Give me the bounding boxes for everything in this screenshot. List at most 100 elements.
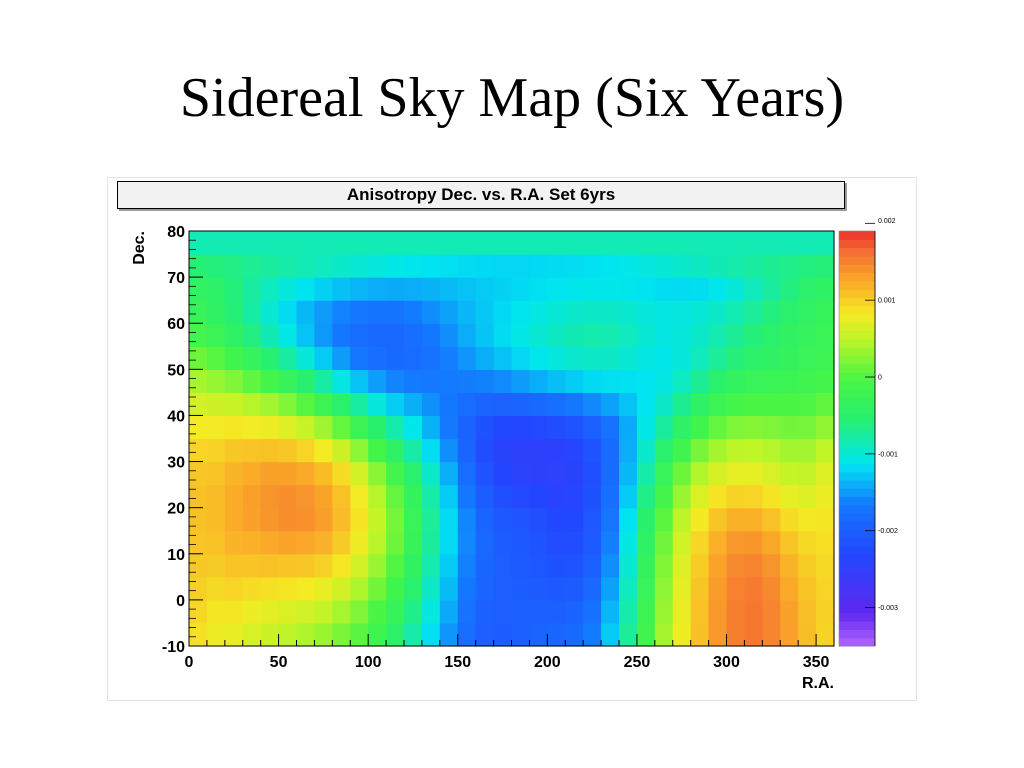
heatmap-cell: [386, 369, 405, 393]
heatmap-cell: [708, 553, 728, 578]
heatmap-cell: [690, 507, 710, 532]
heatmap-cell: [278, 415, 298, 440]
heatmap-cell: [368, 277, 387, 301]
x-tick-label: 250: [624, 654, 651, 671]
heatmap-cell: [404, 254, 423, 278]
heatmap-cell: [368, 231, 387, 255]
heatmap-cell: [816, 438, 835, 463]
palette-band: [839, 480, 875, 489]
heatmap-cell: [296, 484, 316, 509]
heatmap-cell: [708, 392, 728, 417]
heatmap-cell: [278, 576, 298, 601]
heatmap-cell: [386, 346, 405, 370]
heatmap-cell: [547, 254, 566, 278]
y-tick-label: 30: [167, 455, 185, 472]
heatmap-cell: [547, 231, 566, 255]
heatmap-cell: [224, 530, 244, 555]
heatmap-cell: [278, 530, 298, 555]
heatmap-cell: [654, 300, 674, 324]
y-axis: -10 0 10 20 30 40 50 60 70 80: [162, 224, 203, 656]
heatmap-cell: [565, 277, 584, 301]
palette-band: [839, 604, 875, 614]
heatmap-cell: [708, 277, 728, 301]
heatmap-cell: [726, 323, 746, 347]
heatmap-cell: [547, 438, 566, 463]
heatmap-cell: [601, 277, 620, 301]
palette-band: [839, 297, 875, 307]
heatmap-cell: [798, 346, 817, 370]
heatmap-cell: [780, 231, 799, 255]
heatmap-cell: [242, 277, 262, 301]
heatmap-cell: [619, 369, 638, 393]
heatmap-cell: [350, 254, 369, 278]
heatmap-cell: [224, 254, 244, 278]
heatmap-cell: [332, 392, 351, 417]
heatmap-cell: [690, 346, 710, 370]
heatmap-cell: [206, 622, 226, 647]
palette-band: [839, 380, 875, 390]
heatmap-cell: [547, 622, 566, 647]
heatmap-cell: [547, 415, 566, 440]
heatmap-cell: [332, 438, 351, 463]
heatmap-cell: [672, 231, 692, 255]
palette-band: [839, 247, 875, 257]
heatmap-cell: [636, 415, 656, 440]
heatmap-cell: [296, 599, 316, 624]
heatmap-cell: [475, 254, 495, 278]
heatmap-cell: [260, 346, 280, 370]
heatmap-cell: [780, 369, 799, 393]
heatmap-cell: [654, 507, 674, 532]
heatmap-cell: [332, 622, 351, 647]
heatmap-cell: [332, 484, 351, 509]
heatmap-cell: [816, 461, 835, 486]
heatmap-cell: [636, 369, 656, 393]
palette-axis: 0.002 0.001 0 -0.001 -0.002 -0.003: [865, 218, 898, 646]
heatmap-cell: [493, 415, 513, 440]
heatmap-cell: [278, 553, 298, 578]
palette-band: [839, 463, 875, 473]
palette-band: [839, 529, 875, 539]
y-tick-label: 10: [167, 547, 185, 564]
heatmap-cell: [636, 323, 656, 347]
heatmap-cell: [708, 323, 728, 347]
heatmap-cell: [332, 300, 351, 324]
heatmap-cell: [726, 530, 746, 555]
heatmap-cell: [744, 323, 763, 347]
heatmap-cell: [206, 484, 226, 509]
heatmap-cell: [780, 323, 799, 347]
heatmap-cell: [619, 277, 638, 301]
heatmap-cell: [708, 369, 728, 393]
heatmap-cell: [224, 392, 244, 417]
heatmap-cell: [529, 507, 548, 532]
heatmap-cell: [798, 553, 817, 578]
heatmap-cell: [493, 530, 513, 555]
heatmap-cell: [780, 622, 799, 647]
heatmap-cell: [475, 622, 495, 647]
heatmap-cell: [189, 346, 208, 370]
heatmap-cell: [780, 553, 799, 578]
heatmap-cell: [708, 484, 728, 509]
palette-band: [839, 272, 875, 282]
heatmap-cell: [404, 369, 423, 393]
heatmap-cell: [547, 277, 566, 301]
heatmap-cell: [421, 369, 441, 393]
palette-band: [839, 488, 875, 498]
x-tick-label: 350: [803, 654, 830, 671]
heatmap-cell: [690, 484, 710, 509]
heatmap-cell: [314, 231, 333, 255]
y-tick-label: 60: [167, 316, 185, 333]
heatmap-cell: [493, 438, 513, 463]
heatmap-cell: [475, 277, 495, 301]
heatmap-cell: [690, 369, 710, 393]
heatmap-cell: [672, 553, 692, 578]
heatmap-cell: [708, 415, 728, 440]
heatmap-cell: [636, 553, 656, 578]
y-tick-label: 50: [167, 362, 185, 379]
heatmap-cell: [708, 461, 728, 486]
heatmap-cell: [762, 553, 781, 578]
heatmap-cell: [816, 346, 835, 370]
heatmap-cell: [619, 392, 638, 417]
heatmap-cell: [798, 530, 817, 555]
heatmap-cell: [601, 438, 620, 463]
